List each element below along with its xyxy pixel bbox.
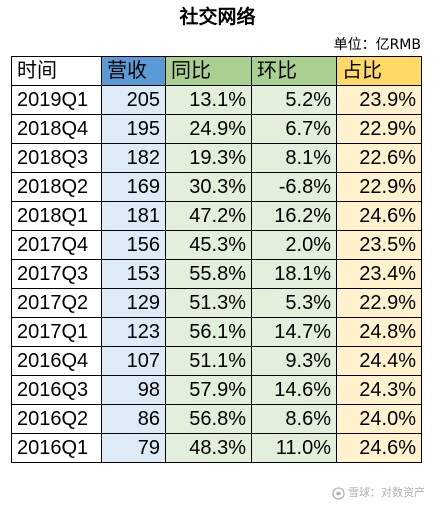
cell-time: 2018Q1 — [11, 201, 102, 231]
cell-yoy: 56.8% — [165, 404, 252, 434]
table-row: 2016Q3 98 57.9% 14.6% 24.3% — [11, 375, 422, 405]
cell-qoq: 8.6% — [251, 404, 337, 434]
cell-qoq: 6.7% — [251, 114, 337, 144]
cell-share: 24.6% — [336, 201, 422, 231]
table-row: 2017Q4 156 45.3% 2.0% 23.5% — [11, 230, 422, 260]
table-row: 2018Q4 195 24.9% 6.7% 22.9% — [11, 114, 422, 144]
cell-revenue: 153 — [101, 259, 166, 289]
cell-share: 22.9% — [336, 288, 422, 318]
cell-yoy: 51.1% — [165, 346, 252, 376]
cell-revenue: 107 — [101, 346, 166, 376]
cell-revenue: 182 — [101, 143, 166, 173]
header-yoy: 同比 — [165, 56, 252, 86]
cell-time: 2017Q4 — [11, 230, 102, 260]
cell-share: 24.4% — [336, 346, 422, 376]
unit-label: 单位：亿RMB — [333, 37, 421, 53]
page-title: 社交网络 — [179, 6, 256, 28]
cell-time: 2017Q2 — [11, 288, 102, 318]
cell-qoq: 11.0% — [251, 433, 337, 463]
cell-yoy: 48.3% — [165, 433, 252, 463]
table-row: 2016Q4 107 51.1% 9.3% 24.4% — [11, 346, 422, 376]
cell-yoy: 24.9% — [165, 114, 252, 144]
table-row: 2017Q3 153 55.8% 18.1% 23.4% — [11, 259, 422, 289]
header-share: 占比 — [336, 56, 422, 86]
cell-time: 2016Q3 — [11, 375, 102, 405]
cell-share: 24.3% — [336, 375, 422, 405]
cell-time: 2017Q1 — [11, 317, 102, 347]
cell-time: 2019Q1 — [11, 85, 102, 115]
cell-yoy: 45.3% — [165, 230, 252, 260]
cell-revenue: 79 — [101, 433, 166, 463]
cell-revenue: 98 — [101, 375, 166, 405]
cell-yoy: 30.3% — [165, 172, 252, 202]
cell-share: 24.0% — [336, 404, 422, 434]
cell-time: 2016Q2 — [11, 404, 102, 434]
cell-yoy: 55.8% — [165, 259, 252, 289]
header-time: 时间 — [11, 56, 102, 86]
cell-revenue: 156 — [101, 230, 166, 260]
cell-qoq: 5.3% — [251, 288, 337, 318]
snowball-logo-icon — [332, 486, 345, 500]
cell-qoq: 9.3% — [251, 346, 337, 376]
cell-share: 22.9% — [336, 114, 422, 144]
cell-yoy: 51.3% — [165, 288, 252, 318]
table-header-row: 时间 营收 同比 环比 占比 — [11, 56, 422, 86]
cell-yoy: 57.9% — [165, 375, 252, 405]
cell-qoq: 2.0% — [251, 230, 337, 260]
watermark: 雪球：对数资产 — [332, 486, 425, 500]
cell-share: 23.5% — [336, 230, 422, 260]
cell-time: 2018Q3 — [11, 143, 102, 173]
table-row: 2018Q1 181 47.2% 16.2% 24.6% — [11, 201, 422, 231]
cell-qoq: -6.8% — [251, 172, 337, 202]
cell-revenue: 129 — [101, 288, 166, 318]
cell-qoq: 14.6% — [251, 375, 337, 405]
cell-qoq: 18.1% — [251, 259, 337, 289]
cell-time: 2016Q1 — [11, 433, 102, 463]
cell-revenue: 123 — [101, 317, 166, 347]
table-row: 2017Q2 129 51.3% 5.3% 22.9% — [11, 288, 422, 318]
cell-share: 22.9% — [336, 172, 422, 202]
cell-time: 2018Q4 — [11, 114, 102, 144]
cell-time: 2017Q3 — [11, 259, 102, 289]
table-row: 2018Q2 169 30.3% -6.8% 22.9% — [11, 172, 422, 202]
table-row: 2016Q2 86 56.8% 8.6% 24.0% — [11, 404, 422, 434]
cell-time: 2016Q4 — [11, 346, 102, 376]
header-revenue: 营收 — [101, 56, 166, 86]
cell-share: 24.8% — [336, 317, 422, 347]
cell-revenue: 181 — [101, 201, 166, 231]
table-row: 2016Q1 79 48.3% 11.0% 24.6% — [11, 433, 422, 463]
table-body: 2019Q1 205 13.1% 5.2% 23.9% 2018Q4 195 24.9% 6.7… — [11, 85, 422, 463]
header-qoq: 环比 — [251, 56, 337, 86]
table-row: 2017Q1 123 56.1% 14.7% 24.8% — [11, 317, 422, 347]
cell-yoy: 13.1% — [165, 85, 252, 115]
revenue-table: 时间 营收 同比 环比 占比 2019Q1 205 13.1% 5.2% 23.9% 20… — [11, 56, 422, 463]
cell-share: 22.6% — [336, 143, 422, 173]
cell-yoy: 56.1% — [165, 317, 252, 347]
cell-yoy: 47.2% — [165, 201, 252, 231]
cell-qoq: 14.7% — [251, 317, 337, 347]
cell-yoy: 19.3% — [165, 143, 252, 173]
cell-revenue: 195 — [101, 114, 166, 144]
cell-revenue: 169 — [101, 172, 166, 202]
table-row: 2018Q3 182 19.3% 8.1% 22.6% — [11, 143, 422, 173]
cell-qoq: 8.1% — [251, 143, 337, 173]
cell-share: 24.6% — [336, 433, 422, 463]
cell-revenue: 205 — [101, 85, 166, 115]
cell-share: 23.9% — [336, 85, 422, 115]
table-row: 2019Q1 205 13.1% 5.2% 23.9% — [11, 85, 422, 115]
cell-time: 2018Q2 — [11, 172, 102, 202]
cell-qoq: 16.2% — [251, 201, 337, 231]
watermark-text: 雪球：对数资产 — [348, 486, 425, 499]
cell-revenue: 86 — [101, 404, 166, 434]
cell-share: 23.4% — [336, 259, 422, 289]
cell-qoq: 5.2% — [251, 85, 337, 115]
